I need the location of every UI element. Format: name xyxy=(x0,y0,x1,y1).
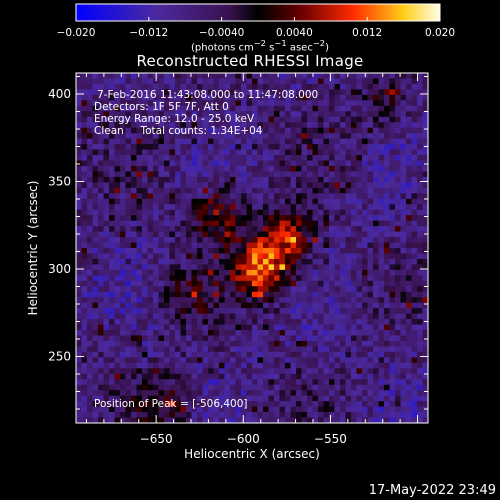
colorbar-tick-label: 0.012 xyxy=(352,27,382,39)
y-tick-label: 300 xyxy=(48,262,71,276)
peak-position-annotation: Position of Peak = [-506,400] xyxy=(94,398,248,410)
x-axis-label: Heliocentric X (arcsec) xyxy=(184,447,320,461)
detectors-annotation: Detectors: 1F 5F 7F, Att 0 xyxy=(94,101,229,113)
x-tick-label: −600 xyxy=(227,432,260,446)
y-tick-label: 350 xyxy=(48,175,71,189)
colorbar xyxy=(75,3,441,22)
colorbar-tick-label: −0.020 xyxy=(57,27,96,39)
axis-ticks: −650 −600 −550 250 300 350 400 xyxy=(48,73,428,446)
x-tick-label: −550 xyxy=(314,432,347,446)
x-tick-label: −650 xyxy=(140,432,173,446)
chart-title: Reconstructed RHESSI Image xyxy=(136,52,364,70)
time-range-annotation: 7-Feb-2016 11:43:08.000 to 11:47:08.000 xyxy=(97,89,319,101)
clean-annotation: Clean Total counts: 1.34E+04 xyxy=(94,125,263,137)
timestamp: 17-May-2022 23:49 xyxy=(368,483,496,498)
heatmap-image xyxy=(76,73,429,424)
colorbar-tick-label: 0.020 xyxy=(425,27,455,39)
energy-annotation: Energy Range: 12.0 - 25.0 keV xyxy=(94,113,255,125)
colorbar-tick-label: −0.012 xyxy=(129,27,168,39)
colorbar-ticks: −0.020 −0.012 −0.0040 0.0040 0.012 0.020 xyxy=(57,17,455,39)
colorbar-unit: (photons cm−2 s−1 asec−2) xyxy=(190,38,330,54)
plot-frame xyxy=(75,72,429,424)
y-axis-label: Heliocentric Y (arcsec) xyxy=(26,181,40,316)
colorbar-tick-label: −0.0040 xyxy=(199,27,245,39)
y-tick-label: 400 xyxy=(48,87,71,101)
colorbar-tick-label: 0.0040 xyxy=(276,27,313,39)
y-tick-label: 250 xyxy=(48,350,71,364)
